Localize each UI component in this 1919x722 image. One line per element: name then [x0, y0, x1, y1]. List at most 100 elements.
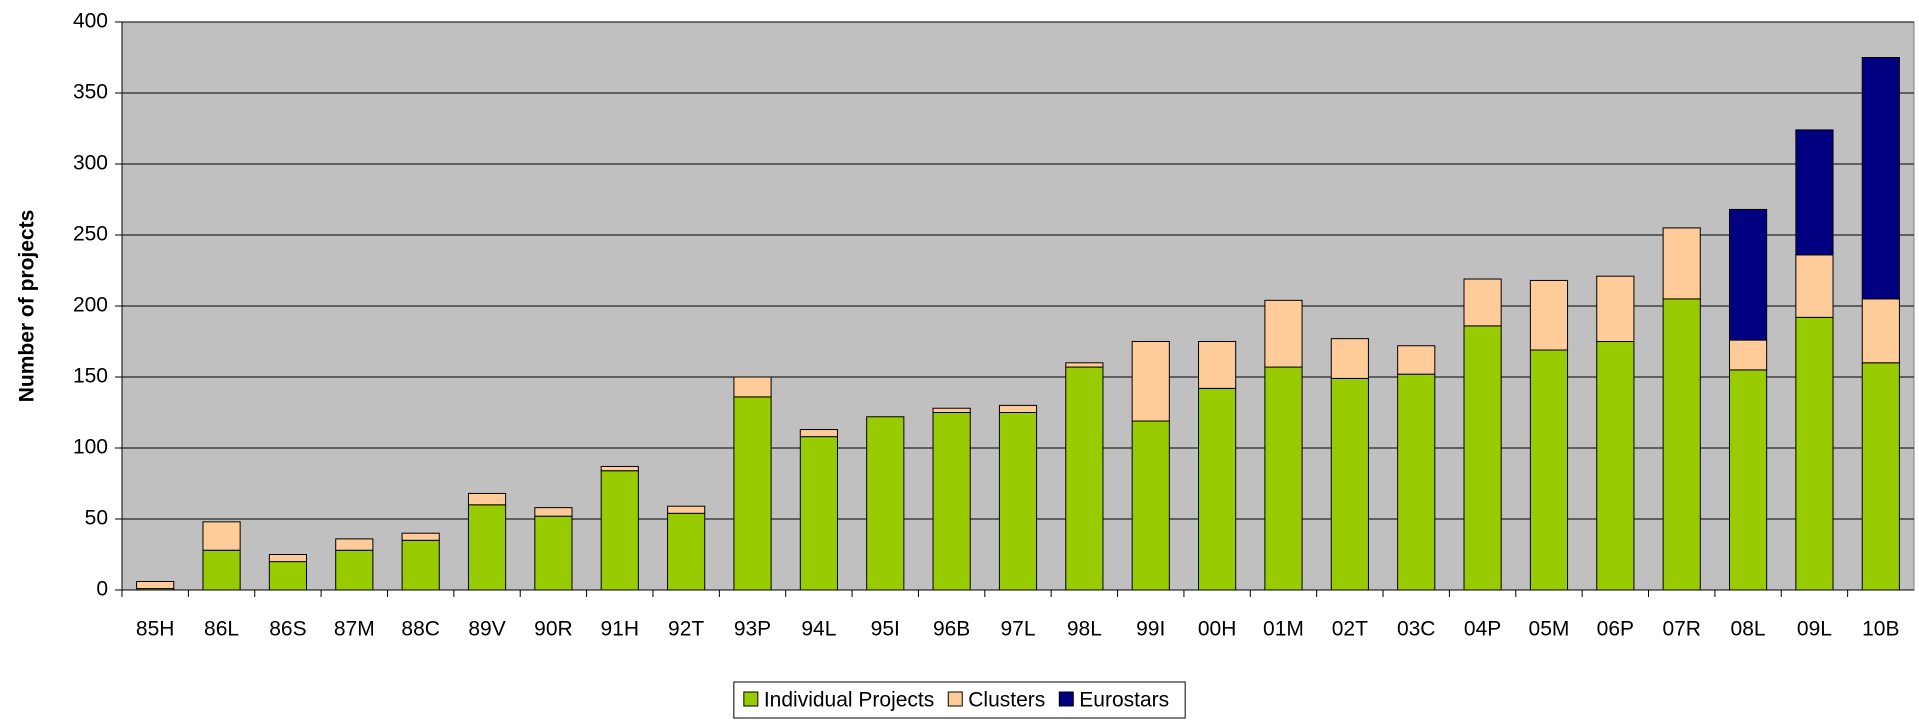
bar-segment [1529, 349, 1569, 591]
bar-segment [1861, 57, 1900, 300]
bar-segment [1198, 341, 1237, 389]
legend-swatch [743, 691, 759, 707]
bar-segment [467, 504, 507, 591]
x-tick-label: 03C [1397, 618, 1436, 641]
x-tick-label: 87M [334, 618, 375, 641]
y-tick-label: 350 [73, 81, 108, 104]
bar-segment [202, 549, 241, 591]
bar-segment [1131, 341, 1170, 422]
bar-segment [1065, 366, 1104, 591]
x-tick-label: 97L [1000, 618, 1035, 641]
bar-segment [401, 532, 440, 541]
bar-segment [932, 412, 971, 591]
bar-segment [1728, 369, 1768, 591]
bar-segment [1529, 279, 1569, 351]
bar-segment [1861, 298, 1900, 364]
bar-segment [268, 561, 308, 591]
bar-segment [1662, 227, 1701, 300]
legend: Individual Projects Clusters Eurostars [733, 681, 1186, 719]
bar-segment [534, 507, 573, 517]
bar-segment [600, 470, 639, 591]
y-tick-label: 50 [85, 507, 108, 530]
x-tick-label: 02T [1332, 618, 1368, 641]
bar-segment [335, 549, 374, 591]
y-tick-label: 100 [73, 436, 108, 459]
y-tick-label: 200 [73, 294, 108, 317]
bar-segment [600, 465, 639, 472]
y-tick-label: 0 [96, 578, 108, 601]
bar-segment [1596, 275, 1635, 342]
x-tick-label: 08L [1731, 618, 1766, 641]
y-tick-label: 300 [73, 152, 108, 175]
x-tick-label: 01M [1263, 618, 1304, 641]
x-tick-label: 95I [871, 618, 900, 641]
bar-segment [1264, 299, 1303, 368]
x-tick-label: 10B [1862, 618, 1899, 641]
bar-segment [268, 554, 308, 563]
bar-segment [799, 429, 838, 438]
y-tick-label: 250 [73, 223, 108, 246]
x-tick-label: 86L [204, 618, 239, 641]
bar-segment [1861, 362, 1900, 591]
bar-segment [1198, 387, 1237, 591]
bar-segment [1264, 366, 1303, 591]
legend-swatch [947, 691, 963, 707]
bar-segment [1728, 339, 1768, 371]
bar-segment [1397, 345, 1436, 375]
bar-segment [1795, 254, 1834, 318]
bar-segment [1330, 338, 1369, 379]
bar-segment [866, 416, 905, 591]
legend-label: Individual Projects [764, 689, 934, 712]
x-tick-label: 06P [1597, 618, 1634, 641]
x-tick-label: 05M [1529, 618, 1570, 641]
x-tick-label: 09L [1797, 618, 1832, 641]
bar-segment [799, 436, 838, 591]
x-tick-label: 91H [601, 618, 640, 641]
y-tick-label: 150 [73, 365, 108, 388]
y-axis-label: Number of projects [16, 210, 39, 403]
y-tick-label: 400 [73, 10, 108, 33]
legend-label: Clusters [968, 689, 1045, 712]
bar-segment [1397, 373, 1436, 591]
bar-segment [1330, 377, 1369, 591]
bar-segment [1596, 341, 1635, 591]
x-tick-label: 94L [801, 618, 836, 641]
x-tick-label: 00H [1198, 618, 1237, 641]
bar-segment [998, 404, 1038, 413]
bar-segment [467, 492, 507, 506]
bar-segment [998, 412, 1038, 591]
bar-segment [733, 376, 772, 398]
x-tick-label: 92T [668, 618, 704, 641]
bar-segment [733, 396, 772, 591]
legend-swatch [1058, 691, 1074, 707]
bar-segment [1662, 298, 1701, 591]
bar-segment [1795, 316, 1834, 591]
legend-label: Eurostars [1079, 689, 1169, 712]
bar-segment [932, 407, 971, 413]
x-tick-label: 07R [1662, 618, 1701, 641]
bar-segment [1065, 362, 1104, 368]
bar-segment [1795, 129, 1834, 256]
bar-segment [1131, 420, 1170, 591]
x-tick-label: 04P [1464, 618, 1501, 641]
x-tick-label: 85H [136, 618, 175, 641]
bar-segment [667, 505, 706, 514]
x-tick-label: 93P [734, 618, 771, 641]
bar-segment [136, 580, 175, 590]
bar-segment [202, 521, 241, 551]
bar-segment [1463, 278, 1502, 327]
x-tick-label: 86S [269, 618, 306, 641]
bar-segment [1728, 208, 1768, 341]
x-tick-label: 88C [401, 618, 440, 641]
x-tick-label: 98L [1067, 618, 1102, 641]
bar-segment [401, 539, 440, 591]
bar-segment [335, 538, 374, 551]
bar-segment [667, 512, 706, 591]
x-tick-label: 96B [933, 618, 970, 641]
x-tick-label: 89V [468, 618, 505, 641]
x-tick-label: 90R [534, 618, 573, 641]
bar-segment [534, 515, 573, 591]
x-tick-label: 99I [1136, 618, 1165, 641]
bar-segment [1463, 325, 1502, 591]
